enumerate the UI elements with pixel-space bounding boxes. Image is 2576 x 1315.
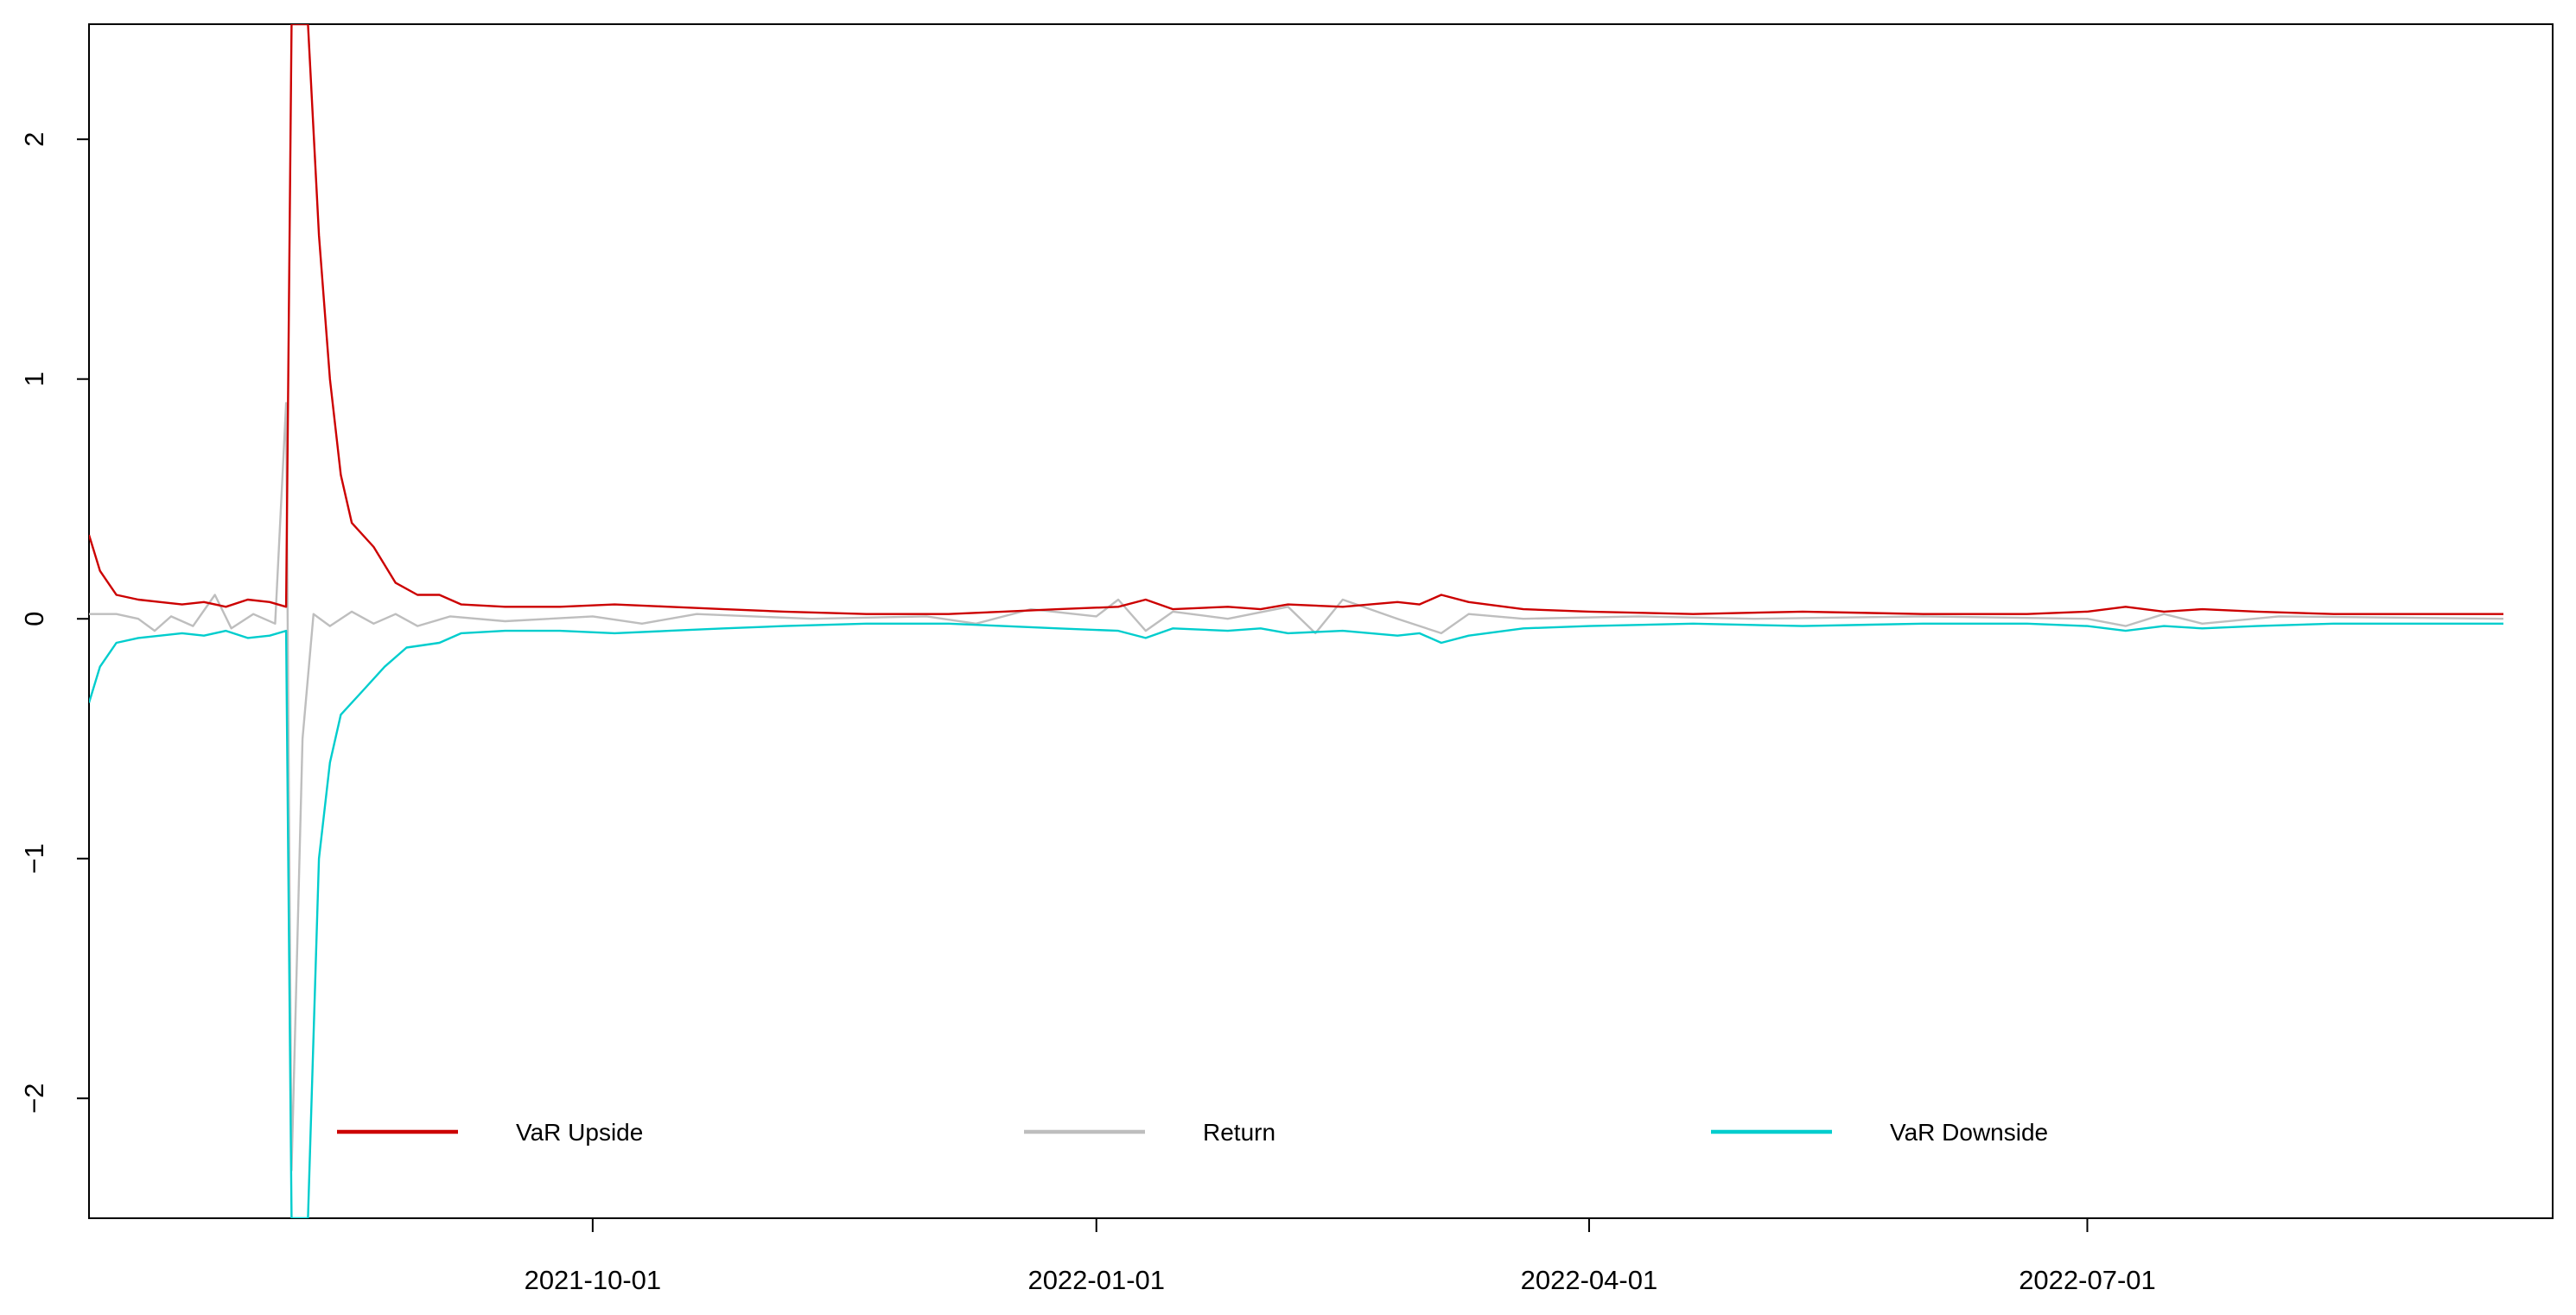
legend-label-var-downside: VaR Downside bbox=[1890, 1119, 2048, 1146]
series-layer bbox=[89, 24, 2504, 1218]
y-axis: −2 −1 0 1 2 bbox=[19, 132, 89, 1114]
y-tick-label: −2 bbox=[19, 1083, 49, 1114]
y-tick-label: −1 bbox=[19, 843, 49, 873]
legend: VaR Upside Return VaR Downside bbox=[337, 1119, 2048, 1146]
x-tick-label: 2021-10-01 bbox=[525, 1265, 662, 1295]
legend-label-return: Return bbox=[1203, 1119, 1275, 1146]
series-line-var-downside bbox=[89, 622, 2503, 1218]
y-tick-label: 2 bbox=[19, 132, 49, 147]
series-line-return bbox=[89, 402, 2504, 1172]
x-tick-label: 2022-07-01 bbox=[2019, 1265, 2156, 1295]
series-line-var-upside bbox=[89, 24, 2503, 615]
x-tick-label: 2022-04-01 bbox=[1521, 1265, 1658, 1295]
x-axis: 2021-10-01 2022-01-01 2022-04-01 2022-07-01 bbox=[525, 1218, 2156, 1295]
y-tick-label: 0 bbox=[19, 612, 49, 626]
plot-frame bbox=[88, 23, 2554, 1219]
x-tick-label: 2022-01-01 bbox=[1027, 1265, 1165, 1295]
y-tick-label: 1 bbox=[19, 372, 49, 386]
legend-label-var-upside: VaR Upside bbox=[516, 1119, 643, 1146]
